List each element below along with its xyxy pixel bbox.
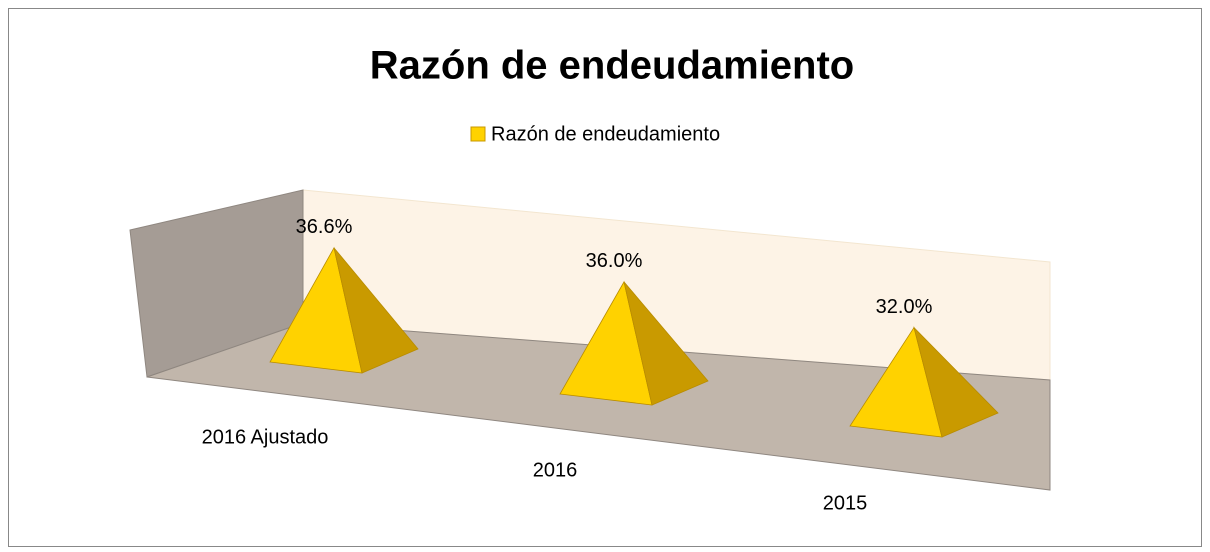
legend-swatch — [470, 126, 486, 142]
pyramid — [269, 246, 419, 374]
x-tick-label: 2016 Ajustado — [202, 426, 329, 448]
pyramid-side — [913, 326, 999, 438]
x-tick-label: 2015 — [823, 492, 868, 514]
pyramid — [559, 280, 709, 406]
pyramid-side — [623, 281, 709, 406]
data-label: 32.0% — [876, 296, 933, 318]
chart-title: Razón de endeudamiento — [370, 44, 855, 88]
data-label: 36.6% — [296, 216, 353, 238]
x-tick-label: 2016 — [533, 459, 578, 481]
data-label: 36.0% — [586, 250, 643, 272]
legend-label: Razón de endeudamiento — [491, 123, 720, 145]
pyramid — [849, 326, 999, 438]
pyramid-side — [333, 247, 419, 374]
